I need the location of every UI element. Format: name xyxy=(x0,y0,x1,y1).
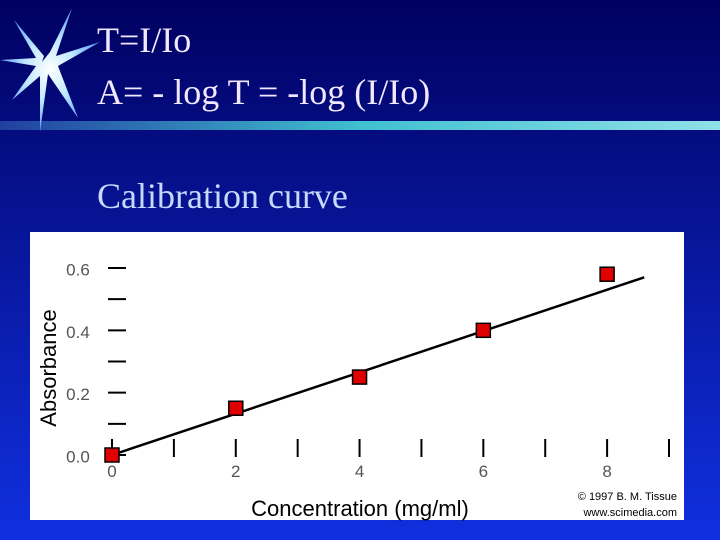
credit: © 1997 B. M. Tissue xyxy=(578,491,677,503)
y-tick-label: 0.6 xyxy=(66,260,90,279)
data-point xyxy=(351,369,368,385)
x-tick-label: 2 xyxy=(231,462,240,481)
x-tick-label: 8 xyxy=(602,462,611,481)
starburst xyxy=(0,8,100,132)
credit: www.scimedia.com xyxy=(582,507,677,519)
title-line: A= - log T = -log (I/Io) xyxy=(97,72,430,112)
data-point xyxy=(104,447,120,463)
y-tick-label: 0.2 xyxy=(66,385,90,404)
y-tick-label: 0.0 xyxy=(66,447,90,466)
data-point xyxy=(475,322,492,339)
subtitle: Calibration curve xyxy=(97,176,348,216)
data-point xyxy=(228,400,244,416)
plot: 0.0 0.2 0.4 0.6 0 2 4 6 8 xyxy=(66,260,670,481)
x-tick-label: 0 xyxy=(107,462,116,481)
x-axis-label: Concentration (mg/ml) xyxy=(251,496,469,521)
x-tick-label: 6 xyxy=(479,462,488,481)
x-tick-label: 4 xyxy=(355,462,364,481)
y-tick-label: 0.4 xyxy=(66,323,90,342)
data-point xyxy=(599,266,615,282)
header-bar xyxy=(0,121,720,130)
title-line: T=I/Io xyxy=(97,20,191,60)
fit-line xyxy=(111,276,645,457)
y-axis-label: Absorbance xyxy=(36,309,61,426)
